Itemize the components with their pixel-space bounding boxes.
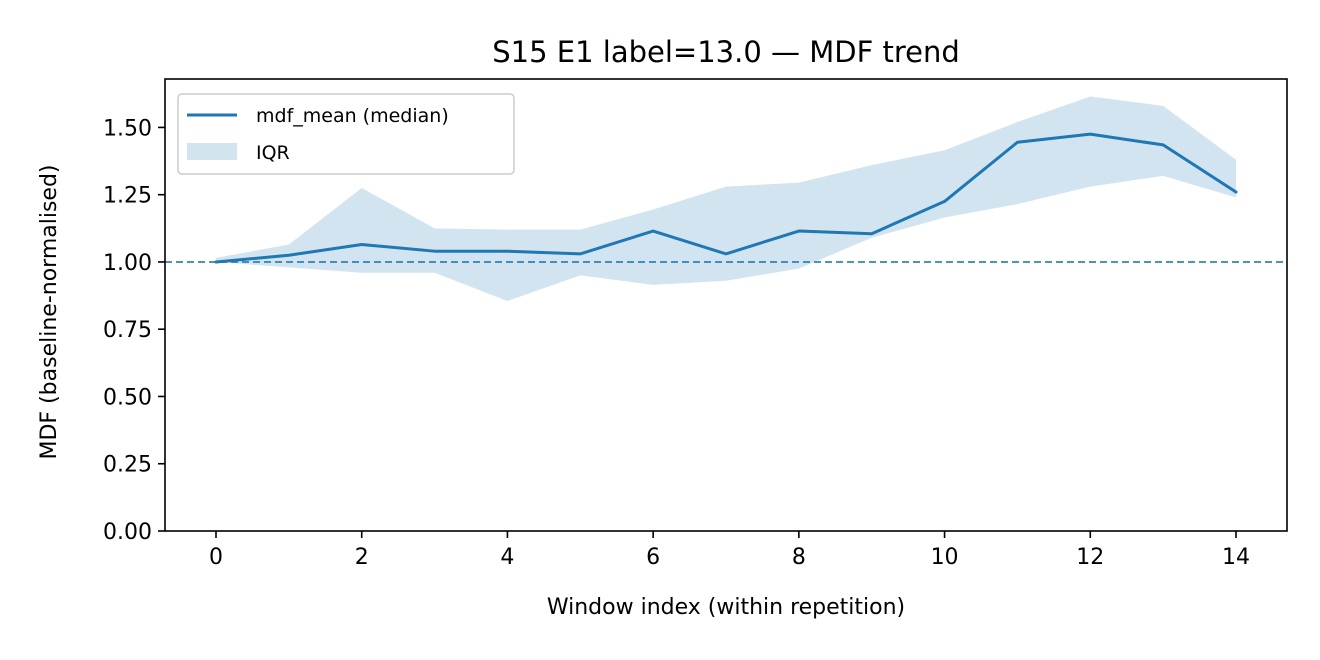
x-tick-label: 4 [500, 545, 514, 570]
legend-label-iqr: IQR [256, 142, 290, 164]
y-axis-ticks: 0.00 0.25 0.50 0.75 1.00 1.25 1.50 [103, 116, 165, 545]
legend: mdf_mean (median) IQR [177, 93, 515, 175]
x-tick-label: 14 [1222, 545, 1250, 570]
y-tick-label: 1.00 [103, 251, 152, 276]
x-tick-label: 8 [792, 545, 806, 570]
y-tick-label: 0.75 [103, 318, 152, 343]
x-tick-label: 0 [209, 545, 223, 570]
x-tick-label: 12 [1076, 545, 1104, 570]
y-tick-label: 0.50 [103, 385, 152, 410]
chart-title: S15 E1 label=13.0 — MDF trend [492, 35, 960, 69]
legend-frame [177, 93, 515, 175]
x-tick-label: 10 [931, 545, 959, 570]
x-axis-ticks: 0 2 4 6 8 10 12 14 [209, 531, 1250, 570]
x-tick-label: 2 [355, 545, 369, 570]
y-axis-title: MDF (baseline-normalised) [37, 165, 62, 460]
y-tick-label: 0.00 [103, 520, 152, 545]
x-axis-title: Window index (within repetition) [547, 595, 905, 620]
plot-frame [164, 78, 1288, 532]
y-tick-label: 0.25 [103, 453, 152, 478]
plot-area [164, 78, 1288, 532]
legend-label-median: mdf_mean (median) [256, 105, 449, 127]
y-tick-label: 1.50 [103, 116, 152, 141]
legend-band-swatch [187, 143, 237, 160]
y-tick-label: 1.25 [103, 184, 152, 209]
median-series-line [214, 132, 1238, 264]
x-tick-label: 6 [646, 545, 660, 570]
